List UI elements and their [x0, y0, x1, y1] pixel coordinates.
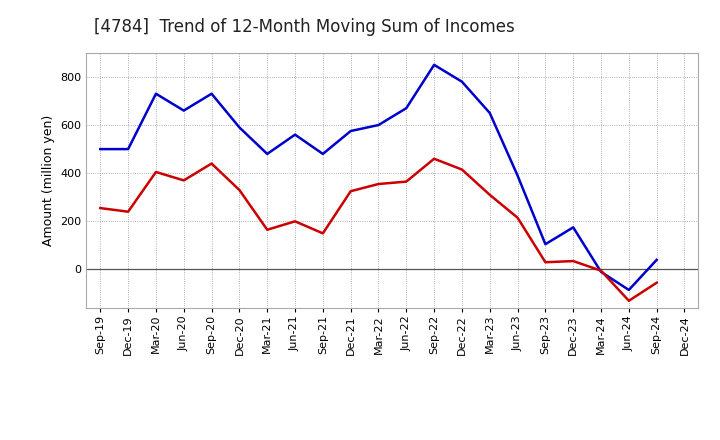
- Line: Ordinary Income: Ordinary Income: [100, 65, 657, 290]
- Net Income: [291, 219, 300, 224]
- Ordinary Income: [624, 287, 633, 293]
- Net Income: [124, 209, 132, 214]
- Net Income: [263, 227, 271, 232]
- Net Income: [207, 161, 216, 166]
- Text: [4784]  Trend of 12-Month Moving Sum of Incomes: [4784] Trend of 12-Month Moving Sum of I…: [94, 18, 514, 36]
- Ordinary Income: [318, 151, 327, 157]
- Net Income: [374, 181, 383, 187]
- Net Income: [513, 215, 522, 220]
- Ordinary Income: [346, 128, 355, 134]
- Net Income: [458, 167, 467, 172]
- Net Income: [652, 280, 661, 286]
- Ordinary Income: [485, 110, 494, 116]
- Ordinary Income: [124, 147, 132, 152]
- Y-axis label: Amount (million yen): Amount (million yen): [42, 115, 55, 246]
- Ordinary Income: [235, 125, 243, 130]
- Net Income: [235, 187, 243, 193]
- Net Income: [597, 268, 606, 273]
- Ordinary Income: [458, 79, 467, 84]
- Ordinary Income: [291, 132, 300, 137]
- Net Income: [430, 156, 438, 161]
- Net Income: [152, 169, 161, 175]
- Net Income: [346, 189, 355, 194]
- Net Income: [485, 192, 494, 198]
- Ordinary Income: [96, 147, 104, 152]
- Net Income: [541, 260, 550, 265]
- Net Income: [624, 298, 633, 304]
- Ordinary Income: [569, 225, 577, 230]
- Ordinary Income: [430, 62, 438, 67]
- Ordinary Income: [513, 173, 522, 178]
- Ordinary Income: [541, 242, 550, 247]
- Line: Net Income: Net Income: [100, 159, 657, 301]
- Net Income: [569, 258, 577, 264]
- Ordinary Income: [597, 269, 606, 275]
- Net Income: [402, 179, 410, 184]
- Ordinary Income: [374, 122, 383, 128]
- Ordinary Income: [179, 108, 188, 113]
- Ordinary Income: [263, 151, 271, 157]
- Ordinary Income: [402, 106, 410, 111]
- Net Income: [179, 178, 188, 183]
- Ordinary Income: [152, 91, 161, 96]
- Ordinary Income: [207, 91, 216, 96]
- Net Income: [96, 205, 104, 211]
- Ordinary Income: [652, 257, 661, 263]
- Net Income: [318, 231, 327, 236]
